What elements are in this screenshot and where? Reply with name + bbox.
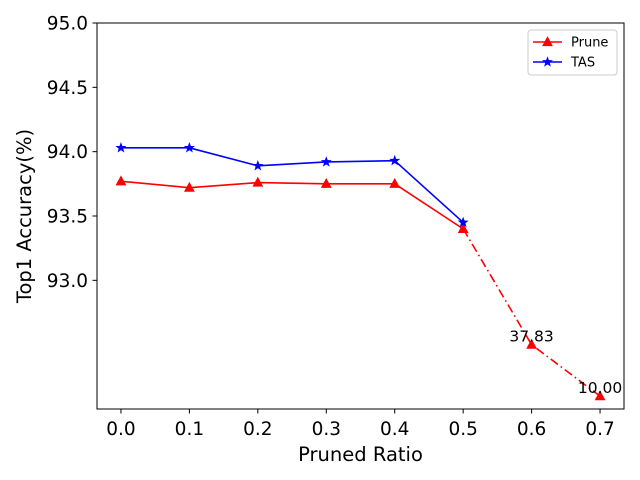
prune-extension-point [526,338,538,349]
legend-label-tas: TAS [570,56,595,71]
plot-frame [96,22,625,410]
x-tick-label: 0.3 [312,419,341,440]
prune-data-point [115,175,127,186]
prune-data-point [183,181,195,192]
legend: Prune TAS [527,29,618,76]
legend-marker-prune [542,36,553,47]
x-tick-label: 0.4 [380,419,409,440]
tas-data-point [457,216,469,228]
data-label: 10.00 [578,379,622,397]
prune-data-point [252,176,264,187]
x-tick-label: 0.6 [517,419,546,440]
axes: 0.0 0.1 0.2 0.3 0.4 0.5 0.6 0.7 93.0 93.5 94.0 94.5… [47,14,625,440]
y-axis-title: Top1 Accuracy(%) [13,129,36,304]
legend-marker-tas [542,56,553,67]
tas-series-line [120,147,464,224]
y-tick-label: 94.0 [47,142,88,163]
tas-data-point [183,142,195,153]
data-label: 37.83 [509,328,553,346]
x-axis-title: Pruned Ratio [298,443,423,466]
legend-label-prune: Prune [571,36,608,51]
x-tick-label: 0.0 [106,419,135,440]
x-tick-label: 0.7 [585,419,614,440]
y-tick-label: 94.5 [47,78,88,99]
y-tick-label: 93.0 [47,271,88,292]
prune-data-point [389,177,401,188]
y-tick-label: 93.5 [47,207,88,228]
tas-data-point [389,154,401,166]
plot-area: 37.83 10.00 [115,142,622,401]
tas-data-point [252,160,264,171]
prune-series-dashdot-line [462,228,601,397]
tas-data-point [115,142,127,153]
y-tick-label: 95.0 [47,14,88,35]
x-tick-label: 0.5 [448,419,477,440]
prune-data-point [457,223,469,233]
tas-data-point [320,156,332,167]
x-tick-label: 0.1 [175,419,204,440]
prune-series-line [120,180,464,230]
prune-data-point [320,177,332,188]
x-tick-label: 0.2 [243,419,272,440]
prune-extension-point [594,390,606,401]
